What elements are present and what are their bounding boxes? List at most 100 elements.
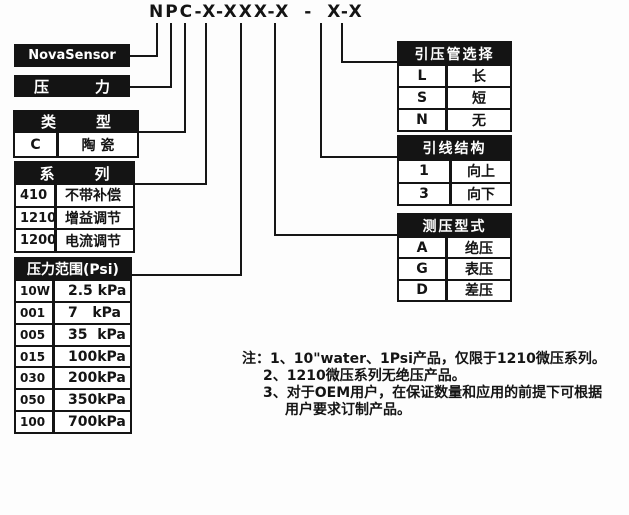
table-row: S 短 xyxy=(399,86,510,108)
code-cell: N xyxy=(399,110,448,130)
note-text: 3、对于OEM用户，在保证数量和应用的前提下可根据 xyxy=(263,385,603,401)
connector-line xyxy=(135,131,186,133)
note-line: 用户要求订制产品。 xyxy=(242,402,612,419)
measure-table-header: 测压型式 xyxy=(399,215,510,236)
note-line: 注： 1、10"water、1Psi产品，仅限于1210微压系列。 xyxy=(242,351,612,368)
desc-cell: 表压 xyxy=(465,262,493,278)
table-row: 015 100kPa xyxy=(16,344,130,367)
desc-cell: 35 kPa xyxy=(68,326,126,343)
connector-line xyxy=(274,23,276,236)
connector-line xyxy=(130,55,158,57)
series-table-title: 系列 xyxy=(39,164,150,183)
notes-prefix-spacer xyxy=(242,385,263,402)
type-table: 类型 C 陶 瓷 xyxy=(13,110,139,158)
desc-cell: 100kPa xyxy=(68,348,126,365)
connector-line xyxy=(240,23,242,276)
table-row: A 绝压 xyxy=(399,236,510,258)
desc-cell: 不带补偿 xyxy=(65,188,121,205)
desc-cell: 向上 xyxy=(467,164,495,181)
connector-line xyxy=(320,23,322,158)
type-table-title: 类型 xyxy=(40,113,151,131)
connector-line xyxy=(341,61,398,63)
table-row: 3 向下 xyxy=(399,181,510,204)
code-cell: L xyxy=(399,66,448,86)
note-text: 2、1210微压系列无绝压产品。 xyxy=(263,368,466,384)
code-cell: 410 xyxy=(16,185,57,206)
connector-line xyxy=(131,183,207,185)
desc-cell: 7 kPa xyxy=(68,304,122,321)
table-row: D 差压 xyxy=(399,278,510,300)
connector-line xyxy=(320,156,398,158)
connector-line xyxy=(128,274,242,276)
connector-line xyxy=(184,23,186,133)
desc-cell: 无 xyxy=(472,113,486,129)
connector-line xyxy=(170,23,172,88)
desc-cell: 350kPa xyxy=(68,392,126,409)
notes-prefix-spacer xyxy=(242,402,263,419)
table-row: G 表压 xyxy=(399,257,510,279)
code-cell: 1210 xyxy=(16,207,57,229)
table-row: 100 700kPa xyxy=(16,410,130,433)
desc-cell: 陶 瓷 xyxy=(81,137,115,154)
note-line: 2、1210微压系列无绝压产品。 xyxy=(242,368,612,385)
note-line: 3、对于OEM用户，在保证数量和应用的前提下可根据 xyxy=(242,385,612,402)
table-row: 050 350kPa xyxy=(16,388,130,411)
series-table: 系列 410 不带补偿 1210 增益调节 1200 电流调节 xyxy=(14,161,135,253)
connector-line xyxy=(130,86,172,88)
lead-table: 引线结构 1 向上 3 向下 xyxy=(397,135,512,206)
table-row: C 陶 瓷 xyxy=(15,131,137,156)
notes-prefix-spacer xyxy=(242,368,263,385)
table-row: 1210 增益调节 xyxy=(16,205,133,229)
desc-cell: 向下 xyxy=(467,186,495,203)
code-cell: 015 xyxy=(16,346,55,367)
table-row: 10W 2.5 kPa xyxy=(16,279,130,301)
connector-line xyxy=(274,234,398,236)
notes-prefix: 注： xyxy=(242,351,270,367)
desc-cell: 电流调节 xyxy=(65,233,121,250)
pipe-table-title: 引压管选择 xyxy=(414,46,495,63)
range-table-header: 压力范围(Psi) xyxy=(16,259,130,279)
code-cell: 1 xyxy=(399,161,452,182)
table-row: 001 7 kPa xyxy=(16,300,130,323)
brand-label: NovaSensor xyxy=(28,48,116,63)
code-cell: 050 xyxy=(16,390,55,411)
code-cell: 10W xyxy=(16,281,55,301)
desc-cell: 增益调节 xyxy=(65,211,121,227)
desc-cell: 200kPa xyxy=(68,370,126,387)
desc-cell: 长 xyxy=(472,69,486,85)
table-row: 030 200kPa xyxy=(16,366,130,389)
pipe-table-header: 引压管选择 xyxy=(399,43,510,64)
code-cell: G xyxy=(399,259,448,279)
code-cell: D xyxy=(399,280,448,300)
table-row: 1200 电流调节 xyxy=(16,228,133,252)
measure-table-title: 测压型式 xyxy=(422,218,487,235)
table-row: 005 35 kPa xyxy=(16,322,130,345)
type-table-header: 类型 xyxy=(15,112,137,131)
series-table-header: 系列 xyxy=(16,163,133,183)
code-cell: A xyxy=(399,238,448,258)
range-table-title: 压力范围(Psi) xyxy=(27,262,119,278)
table-row: N 无 xyxy=(399,108,510,130)
code-cell: S xyxy=(399,88,448,108)
code-cell: 1200 xyxy=(16,230,57,252)
code-cell: 3 xyxy=(399,183,452,204)
connector-line xyxy=(341,23,343,63)
lead-table-header: 引线结构 xyxy=(399,137,510,159)
desc-cell: 2.5 kPa xyxy=(68,282,127,299)
brand-box: NovaSensor xyxy=(14,44,130,67)
pressure-label: 压力 xyxy=(33,77,156,96)
connector-line xyxy=(156,23,158,57)
table-row: L 长 xyxy=(399,64,510,86)
pressure-box: 压力 xyxy=(14,75,130,97)
desc-cell: 700kPa xyxy=(68,414,126,431)
code-cell: 001 xyxy=(16,302,55,323)
notes-block: 注： 1、10"water、1Psi产品，仅限于1210微压系列。 2、1210… xyxy=(242,351,612,419)
pipe-table: 引压管选择 L 长 S 短 N 无 xyxy=(397,41,512,132)
part-number-code: NPC-X-XXX-X - X-X xyxy=(149,2,364,22)
connector-line xyxy=(205,23,207,185)
range-table: 压力范围(Psi) 10W 2.5 kPa 001 7 kPa 005 35 k… xyxy=(14,257,132,434)
code-cell: 005 xyxy=(16,324,55,345)
code-cell: 030 xyxy=(16,368,55,389)
code-cell: C xyxy=(15,133,59,156)
measure-table: 测压型式 A 绝压 G 表压 D 差压 xyxy=(397,213,512,302)
